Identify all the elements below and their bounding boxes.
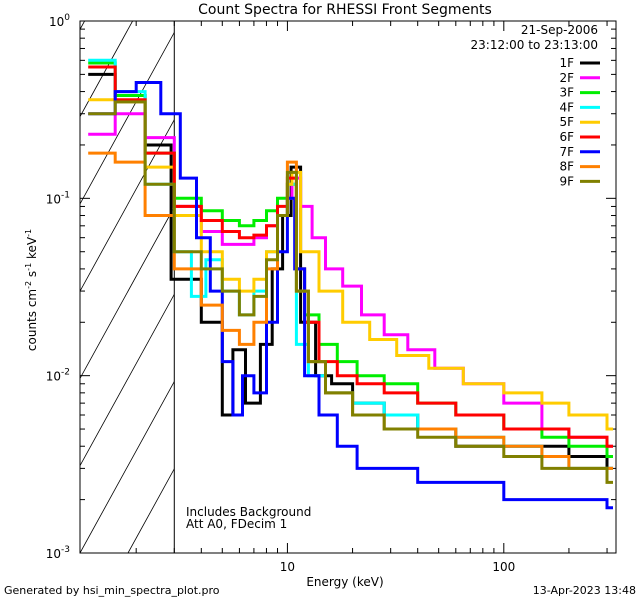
legend-label-8F: 8F (559, 160, 574, 174)
hatched-region (80, 21, 175, 553)
y-axis-label-counts: counts cm (25, 289, 39, 351)
legend-label-2F: 2F (559, 71, 574, 85)
y-axis-label-exp2: -1 (24, 263, 33, 271)
y-tick-label-exp: -1 (61, 190, 70, 200)
hatch-line (80, 118, 175, 293)
y-tick-label-exp: -2 (61, 368, 70, 378)
hatch-line (80, 21, 133, 118)
hatch-line (80, 293, 175, 467)
time-range-label: 23:12:00 to 23:13:00 (471, 38, 598, 52)
y-tick-label: 10-1 (46, 190, 70, 206)
legend-label-9F: 9F (559, 174, 574, 188)
y-tick-label-exp: 0 (64, 13, 70, 23)
hatch-line (80, 380, 175, 553)
legend-label-1F: 1F (559, 56, 574, 70)
annotation-attenuator: Att A0, FDecim 1 (186, 517, 287, 531)
y-axis-label-exp3: -1 (24, 229, 33, 237)
legend-label-3F: 3F (559, 86, 574, 100)
y-tick-label-base: 10 (46, 192, 61, 206)
footer-generated-by: Generated by hsi_min_spectra_plot.pro (4, 584, 220, 597)
legend-label-4F: 4F (559, 100, 574, 114)
y-tick-label-base: 10 (46, 370, 61, 384)
y-tick-label: 100 (49, 13, 70, 29)
series-line-8F (88, 151, 613, 470)
legend-label-6F: 6F (559, 130, 574, 144)
y-tick-label-base: 10 (49, 15, 64, 29)
hatch-line (80, 31, 175, 205)
y-axis-label-kev: keV (25, 236, 39, 263)
x-axis-label: Energy (keV) (306, 575, 383, 589)
chart-title: Count Spectra for RHESSI Front Segments (198, 2, 492, 18)
y-tick-label: 10-2 (46, 368, 70, 384)
y-axis-label-s: s (25, 271, 39, 281)
legend-label-5F: 5F (559, 115, 574, 129)
x-tick-label: 10 (280, 560, 295, 574)
annotation-background: Includes Background (186, 505, 311, 519)
x-tick-label: 100 (492, 560, 515, 574)
hatch-line (80, 206, 175, 380)
axis-ticks (80, 20, 616, 554)
hatch-line (80, 21, 85, 31)
series-lines (88, 58, 613, 510)
y-axis-label: counts cm-2 s-1 keV-1 (24, 229, 39, 351)
series-line-7F (88, 81, 613, 510)
legend-label-7F: 7F (559, 145, 574, 159)
y-axis-label-exp1: -2 (24, 281, 33, 289)
footer-timestamp: 13-Apr-2023 13:48 (533, 584, 636, 597)
y-tick-label: 10-3 (46, 545, 70, 561)
series-line-9F (88, 100, 613, 484)
y-tick-label-base: 10 (46, 547, 61, 561)
y-tick-label-exp: -3 (61, 545, 70, 555)
date-label: 21-Sep-2006 (521, 23, 598, 37)
